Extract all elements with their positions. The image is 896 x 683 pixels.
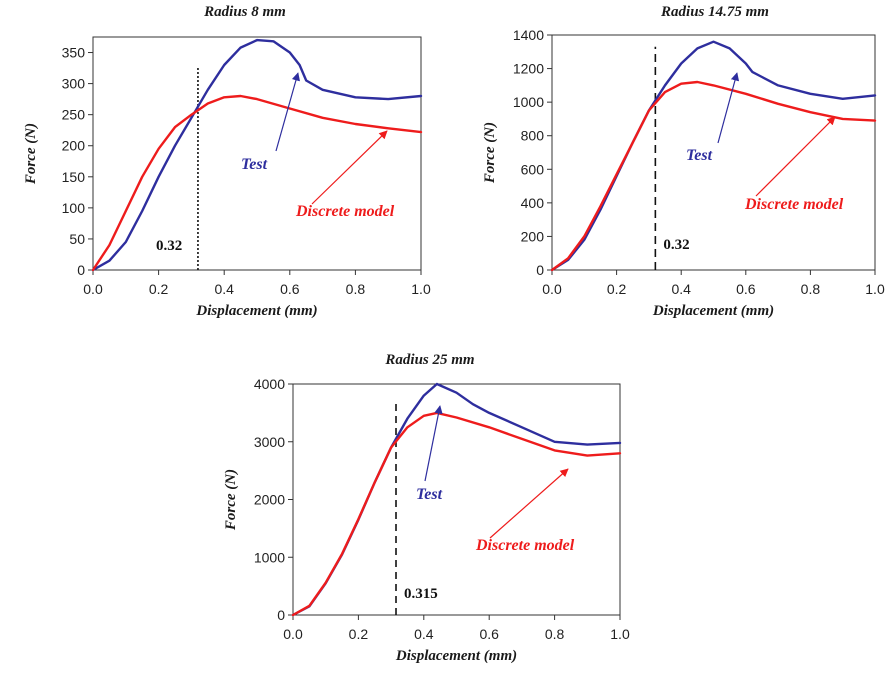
x-tick-label: 1.0 bbox=[411, 281, 431, 297]
x-tick-label: 0.0 bbox=[542, 281, 562, 297]
x-tick-label: 0.0 bbox=[83, 281, 103, 297]
x-tick-label: 0.2 bbox=[607, 281, 627, 297]
x-tick-label: 0.8 bbox=[545, 626, 565, 642]
x-tick-label: 0.8 bbox=[801, 281, 821, 297]
y-tick-label: 400 bbox=[521, 195, 545, 211]
vline-label: 0.315 bbox=[404, 586, 438, 602]
annotation-test-label: Test bbox=[241, 156, 268, 173]
y-tick-label: 1000 bbox=[254, 549, 285, 565]
series-line-test bbox=[550, 40, 877, 272]
annotation-model-label: Discrete model bbox=[744, 196, 844, 213]
y-tick-label: 150 bbox=[62, 169, 86, 185]
x-tick-label: 0.2 bbox=[149, 281, 169, 297]
x-tick-label: 0.4 bbox=[214, 281, 234, 297]
annotation-model-arrow bbox=[755, 116, 836, 197]
x-tick-label: 0.8 bbox=[346, 281, 366, 297]
x-tick-label: 0.2 bbox=[349, 626, 369, 642]
annotation-test-arrow bbox=[275, 72, 300, 152]
y-tick-label: 800 bbox=[521, 128, 545, 144]
y-axis-label: Force (N) bbox=[223, 469, 239, 531]
x-tick-label: 0.6 bbox=[280, 281, 300, 297]
x-tick-label: 1.0 bbox=[865, 281, 885, 297]
annotation-model-arrow bbox=[311, 130, 388, 205]
annotation-test-arrow bbox=[424, 405, 443, 482]
x-tick-label: 0.4 bbox=[414, 626, 434, 642]
x-tick-label: 0.0 bbox=[283, 626, 303, 642]
chart-title: Radius 25 mm bbox=[384, 352, 474, 368]
y-tick-label: 200 bbox=[521, 228, 545, 244]
y-tick-label: 0 bbox=[77, 262, 85, 278]
x-tick-label: 0.4 bbox=[671, 281, 691, 297]
annotation-test-label: Test bbox=[686, 147, 713, 164]
annotation-model-arrow bbox=[489, 468, 569, 539]
y-tick-label: 1000 bbox=[513, 94, 544, 110]
x-axis-label: Displacement (mm) bbox=[195, 303, 317, 319]
x-axis-label: Displacement (mm) bbox=[652, 303, 774, 319]
y-tick-label: 100 bbox=[62, 200, 86, 216]
chart-title: Radius 14.75 mm bbox=[660, 4, 769, 20]
y-tick-label: 0 bbox=[277, 607, 285, 623]
y-tick-label: 600 bbox=[521, 161, 545, 177]
y-tick-label: 1400 bbox=[513, 27, 544, 43]
chart-panel-1: Radius 8 mm 0 50 100 150 200 250 300 350 0.0 0.2 0.… bbox=[23, 4, 431, 319]
annotation-model-label: Discrete model bbox=[295, 203, 395, 220]
x-axis-label: Displacement (mm) bbox=[395, 648, 517, 664]
series-line-model bbox=[91, 94, 423, 272]
x-tick-label: 1.0 bbox=[610, 626, 630, 642]
x-tick-label: 0.6 bbox=[479, 626, 499, 642]
chart-panel-2: Radius 14.75 mm 0 200 400 600 800 1000 1200 1400… bbox=[482, 4, 885, 319]
y-tick-label: 250 bbox=[62, 107, 86, 123]
series-line-test bbox=[91, 38, 423, 272]
y-tick-label: 0 bbox=[536, 262, 544, 278]
y-tick-label: 3000 bbox=[254, 434, 285, 450]
y-tick-label: 350 bbox=[62, 45, 86, 61]
series-line-model bbox=[550, 80, 877, 272]
y-axis-label: Force (N) bbox=[23, 123, 39, 185]
y-axis-label: Force (N) bbox=[482, 122, 498, 184]
chart-title: Radius 8 mm bbox=[203, 4, 286, 20]
y-tick-label: 200 bbox=[62, 138, 86, 154]
plot-frame bbox=[92, 36, 422, 271]
y-tick-label: 1200 bbox=[513, 61, 544, 77]
y-tick-label: 4000 bbox=[254, 376, 285, 392]
vline-label: 0.32 bbox=[663, 237, 689, 253]
y-tick-label: 50 bbox=[69, 231, 85, 247]
annotation-model-label: Discrete model bbox=[475, 537, 575, 554]
annotation-test-arrow bbox=[717, 72, 740, 144]
vline-label: 0.32 bbox=[156, 238, 182, 254]
plot-frame bbox=[551, 34, 876, 271]
x-tick-label: 0.6 bbox=[736, 281, 756, 297]
series-line-model bbox=[291, 411, 622, 617]
y-tick-label: 300 bbox=[62, 76, 86, 92]
chart-panel-3: Radius 25 mm 0 1000 2000 3000 4000 0.0 0.2 0.4 0.… bbox=[223, 352, 630, 664]
y-tick-label: 2000 bbox=[254, 492, 285, 508]
annotation-test-label: Test bbox=[416, 486, 443, 503]
